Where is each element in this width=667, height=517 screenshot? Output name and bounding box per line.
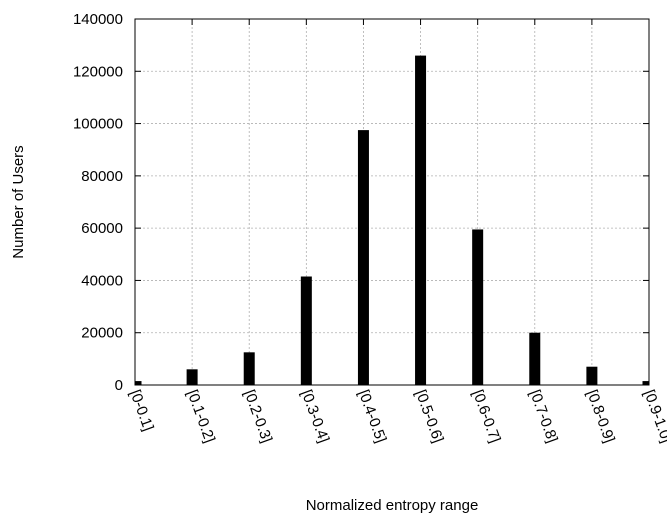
x-tick-label: [0-0.1] <box>126 388 157 434</box>
y-tick-label: 120000 <box>73 63 123 80</box>
bar-[0.6-0.7] <box>472 229 484 385</box>
bar-[0.1-0.2] <box>186 369 198 385</box>
x-tick-label: [0.5-0.6] <box>412 388 447 446</box>
grid-lines <box>135 19 649 385</box>
y-tick-label: 60000 <box>81 220 123 237</box>
y-tick-label: 100000 <box>73 116 123 133</box>
bar-[0.2-0.3] <box>243 352 255 385</box>
bar-[0.3-0.4] <box>300 276 312 385</box>
bar-[0.7-0.8] <box>529 332 541 385</box>
x-tick-label: [0.1-0.2] <box>183 388 218 446</box>
x-tick-label: [0.9-1.0] <box>640 388 667 446</box>
bar-[0.8-0.9] <box>586 366 598 385</box>
y-axis: 0 20000 40000 60000 80000 100000 120000 140000 <box>73 11 649 394</box>
y-tick-label: 140000 <box>73 11 123 28</box>
y-tick-label: 20000 <box>81 325 123 342</box>
y-axis-label: Number of Users <box>10 145 27 258</box>
bar-[0.4-0.5] <box>357 130 369 385</box>
bar-[0.5-0.6] <box>415 55 427 385</box>
x-tick-label: [0.6-0.7] <box>469 388 504 446</box>
bar-[0.9-1.0] <box>642 381 649 385</box>
x-axis: [0-0.1] [0.1-0.2] [0.2-0.3] [0.3-0.4] [0.4-0… <box>126 19 667 445</box>
x-tick-label: [0.7-0.8] <box>526 388 561 446</box>
y-tick-label: 80000 <box>81 168 123 185</box>
x-tick-label: [0.4-0.5] <box>355 388 390 446</box>
x-tick-label: [0.3-0.4] <box>298 388 333 446</box>
y-tick-label: 40000 <box>81 272 123 289</box>
y-tick-label: 0 <box>115 377 123 394</box>
x-tick-label: [0.8-0.9] <box>583 388 618 446</box>
x-axis-label: Normalized entropy range <box>306 497 479 514</box>
bar-[0-0.1] <box>135 381 142 385</box>
bars <box>135 55 649 385</box>
x-tick-label: [0.2-0.3] <box>240 388 275 446</box>
plot-frame <box>134 18 650 386</box>
